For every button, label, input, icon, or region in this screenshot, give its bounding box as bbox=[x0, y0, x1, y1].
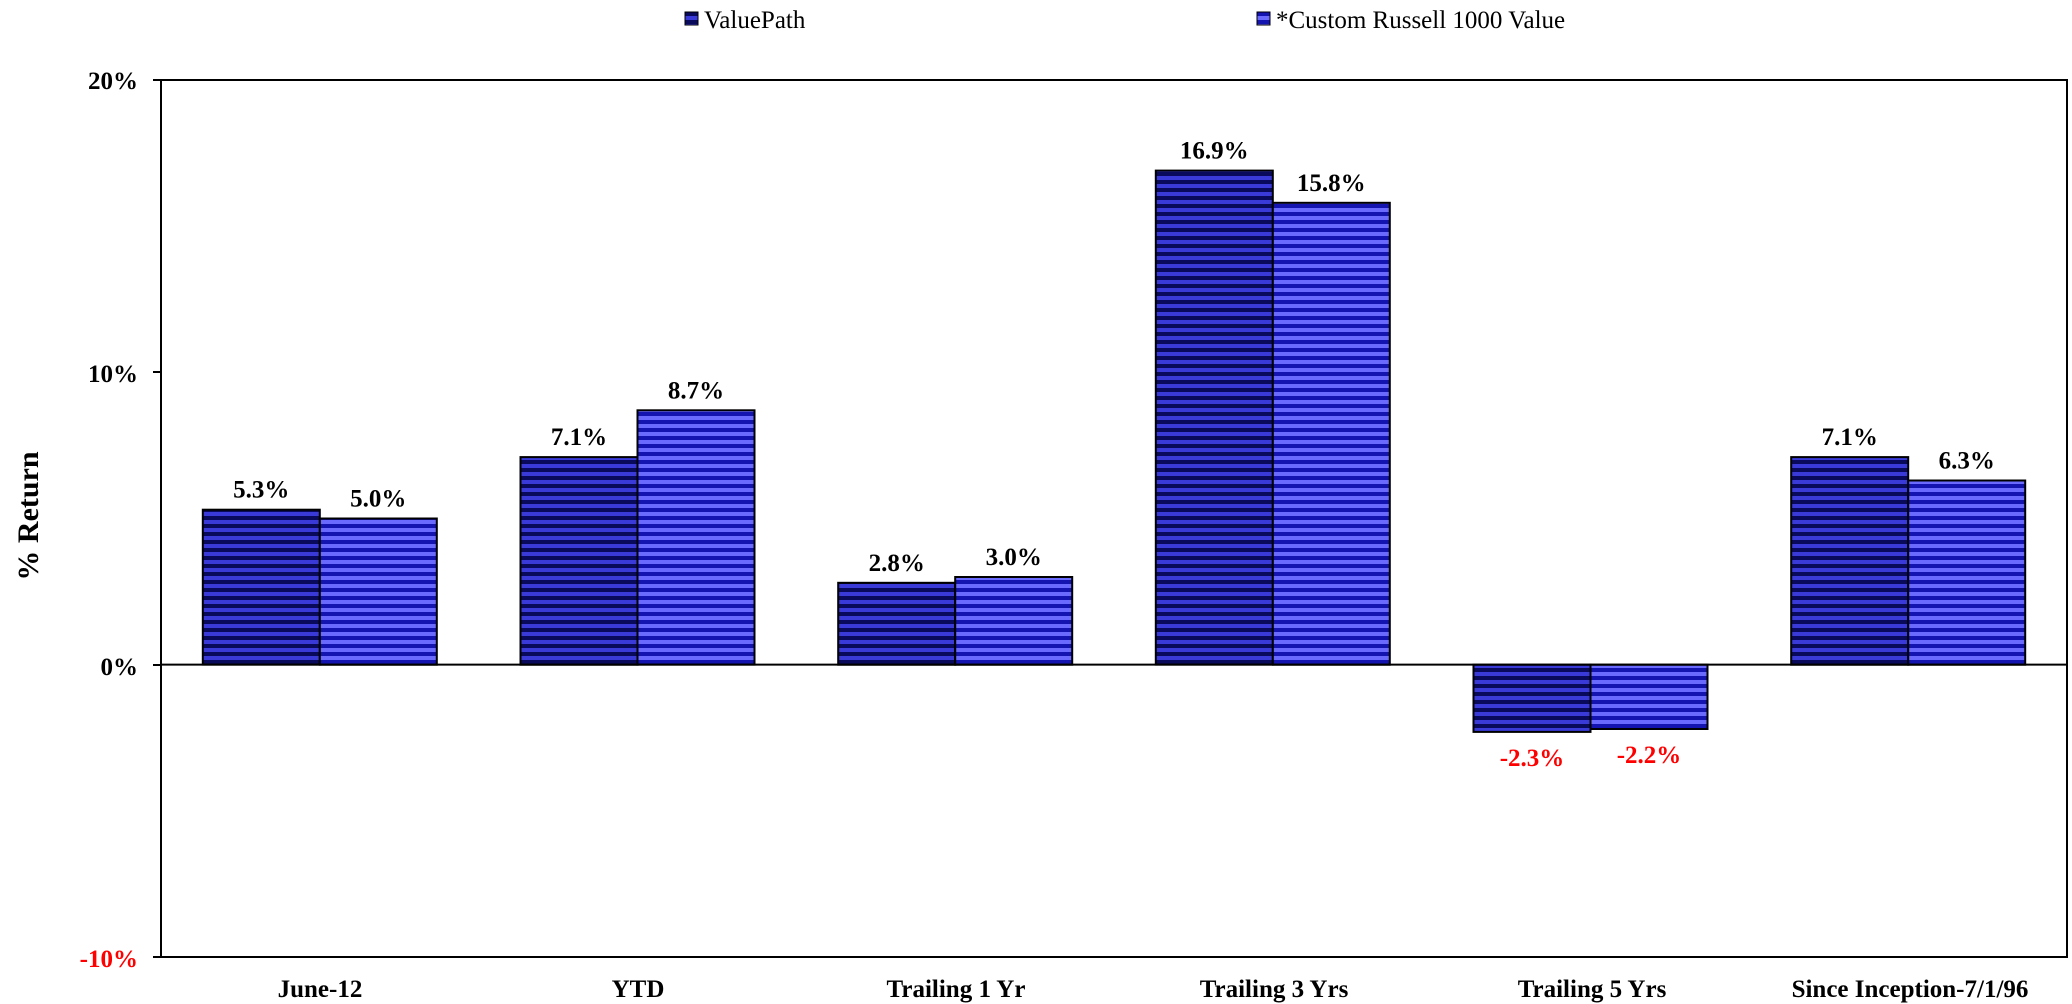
x-category-label: Trailing 1 Yr bbox=[887, 976, 1026, 1003]
data-label: 16.9% bbox=[1180, 138, 1249, 165]
bar-custom-russell bbox=[318, 517, 438, 666]
y-tick-label: -10% bbox=[80, 946, 138, 973]
bar-custom-russell bbox=[636, 409, 756, 666]
bar-valuepath bbox=[1472, 663, 1592, 733]
y-tick-labels: 20% 10% 0% -10% bbox=[80, 68, 138, 973]
bar-valuepath bbox=[1790, 456, 1910, 666]
bar-custom-russell bbox=[1589, 663, 1709, 731]
data-label: 8.7% bbox=[668, 377, 724, 404]
data-label: 7.1% bbox=[551, 424, 607, 451]
data-label: -2.2% bbox=[1617, 742, 1682, 769]
y-tick-label: 10% bbox=[88, 361, 138, 388]
data-label: -2.3% bbox=[1500, 745, 1565, 772]
x-category-label: Trailing 5 Yrs bbox=[1518, 976, 1667, 1003]
y-axis-title: % Return bbox=[12, 451, 45, 580]
bar-valuepath bbox=[1154, 169, 1274, 666]
bars bbox=[201, 169, 2027, 733]
bar-valuepath bbox=[837, 581, 957, 666]
legend-swatch-valuepath bbox=[684, 11, 699, 26]
bar-custom-russell bbox=[954, 576, 1074, 666]
legend-swatch-custom-russell bbox=[1256, 11, 1271, 26]
x-category-labels: June-12 YTD Trailing 1 Yr Trailing 3 Yrs… bbox=[278, 976, 2029, 1003]
bar-valuepath bbox=[519, 456, 639, 666]
x-category-label: June-12 bbox=[278, 976, 363, 1003]
data-label: 5.0% bbox=[350, 486, 406, 513]
data-label: 6.3% bbox=[1939, 448, 1995, 475]
data-label: 3.0% bbox=[986, 544, 1042, 571]
legend: ValuePath *Custom Russell 1000 Value bbox=[684, 7, 1565, 34]
y-tick-label: 0% bbox=[101, 654, 139, 681]
bar-valuepath bbox=[201, 508, 321, 666]
bar-custom-russell bbox=[1907, 479, 2027, 666]
data-label: 5.3% bbox=[233, 477, 289, 504]
legend-label-valuepath: ValuePath bbox=[704, 7, 806, 34]
data-label: 15.8% bbox=[1297, 170, 1366, 197]
legend-label-custom-russell: *Custom Russell 1000 Value bbox=[1276, 7, 1565, 34]
bar-custom-russell bbox=[1271, 201, 1391, 666]
x-category-label: YTD bbox=[612, 976, 665, 1003]
plot-area-frame bbox=[160, 79, 2068, 958]
x-category-label: Trailing 3 Yrs bbox=[1200, 976, 1349, 1003]
data-labels: 5.3% 5.0% 7.1% 8.7% 2.8% 3.0% 16.9% 15.8% -2.3% -… bbox=[233, 138, 1995, 772]
data-label: 7.1% bbox=[1822, 424, 1878, 451]
data-label: 2.8% bbox=[869, 550, 925, 577]
y-tick-label: 20% bbox=[88, 68, 138, 95]
x-category-label: Since Inception-7/1/96 bbox=[1792, 976, 2029, 1003]
y-axis-ticks bbox=[153, 79, 161, 958]
